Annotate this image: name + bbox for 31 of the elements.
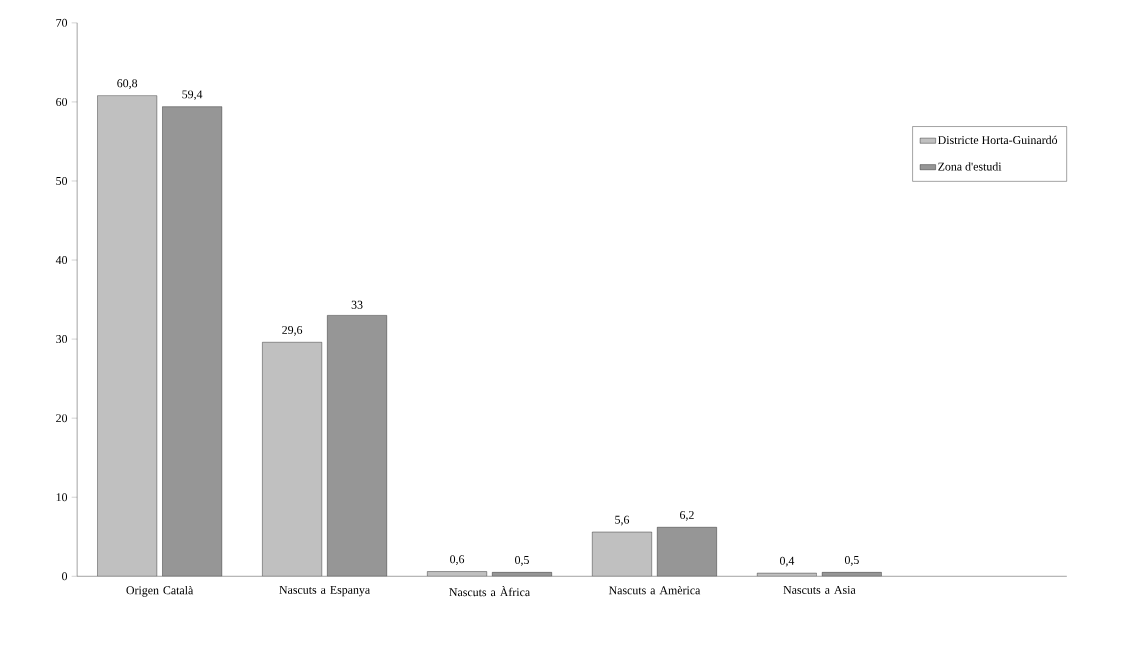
bar	[162, 106, 222, 577]
data-label: 0,5	[515, 555, 529, 566]
bar	[262, 342, 322, 577]
y-tick-label: 20	[56, 413, 68, 422]
data-label: 60,8	[117, 79, 138, 89]
y-tick-label: 10	[56, 493, 68, 502]
x-tick-label: Origen Català	[126, 585, 194, 597]
bar	[97, 95, 157, 577]
bar	[657, 527, 717, 577]
y-tick-label: 50	[56, 176, 68, 185]
data-label: 0,4	[779, 556, 795, 567]
data-label: 5,6	[615, 515, 630, 526]
y-tick-label: 30	[56, 334, 68, 343]
data-label: 33	[351, 300, 363, 309]
y-tick-label: 40	[55, 255, 68, 264]
y-tick-label: 60	[56, 97, 68, 106]
bar	[327, 315, 387, 577]
x-tick-label: Nascuts a Amèrica	[608, 585, 701, 595]
legend-label: Zona d'estudi	[938, 161, 1002, 171]
y-tick-label: 70	[56, 18, 68, 27]
x-tick-label: Nascuts a Àfrica	[449, 585, 530, 597]
data-label: 6,2	[680, 510, 694, 521]
y-tick-label: 0	[62, 572, 68, 581]
legend-label: Districte Horta-Guinardó	[938, 135, 1058, 144]
x-tick-label: Nascuts a Espanya	[279, 585, 370, 597]
data-label: 59,4	[182, 90, 203, 100]
data-label: 0,6	[450, 555, 465, 565]
data-label: 29,6	[282, 325, 303, 336]
data-label: 0,5	[844, 555, 859, 566]
x-tick-label: Nascuts a Asia	[783, 585, 856, 594]
bar	[592, 531, 652, 577]
